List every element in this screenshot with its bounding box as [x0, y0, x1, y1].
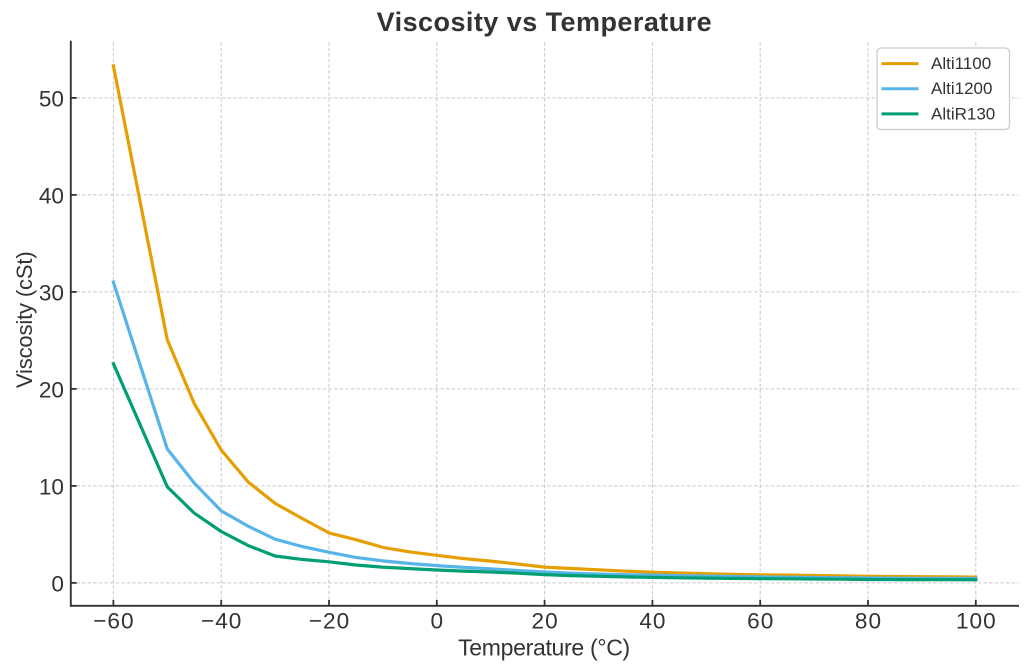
svg-text:40: 40	[39, 183, 64, 208]
svg-text:30: 30	[39, 280, 64, 305]
svg-text:50: 50	[39, 86, 64, 111]
svg-text:0: 0	[431, 608, 445, 633]
svg-text:Temperature (°C): Temperature (°C)	[458, 635, 630, 661]
svg-text:20: 20	[532, 608, 559, 633]
svg-text:Alti1100: Alti1100	[931, 54, 991, 73]
svg-text:Viscosity vs Temperature: Viscosity vs Temperature	[377, 7, 712, 37]
svg-text:80: 80	[855, 608, 882, 633]
svg-text:0: 0	[51, 571, 64, 596]
svg-text:−40: −40	[201, 608, 242, 633]
svg-text:40: 40	[639, 608, 666, 633]
svg-text:100: 100	[956, 608, 997, 633]
svg-text:20: 20	[39, 377, 64, 402]
svg-text:10: 10	[39, 474, 64, 499]
svg-text:AltiR130: AltiR130	[931, 104, 995, 123]
svg-text:−60: −60	[93, 608, 134, 633]
svg-text:Alti1200: Alti1200	[931, 79, 992, 98]
svg-text:60: 60	[747, 608, 774, 633]
svg-text:Viscosity (cSt): Viscosity (cSt)	[12, 251, 37, 388]
svg-text:−20: −20	[309, 608, 350, 633]
